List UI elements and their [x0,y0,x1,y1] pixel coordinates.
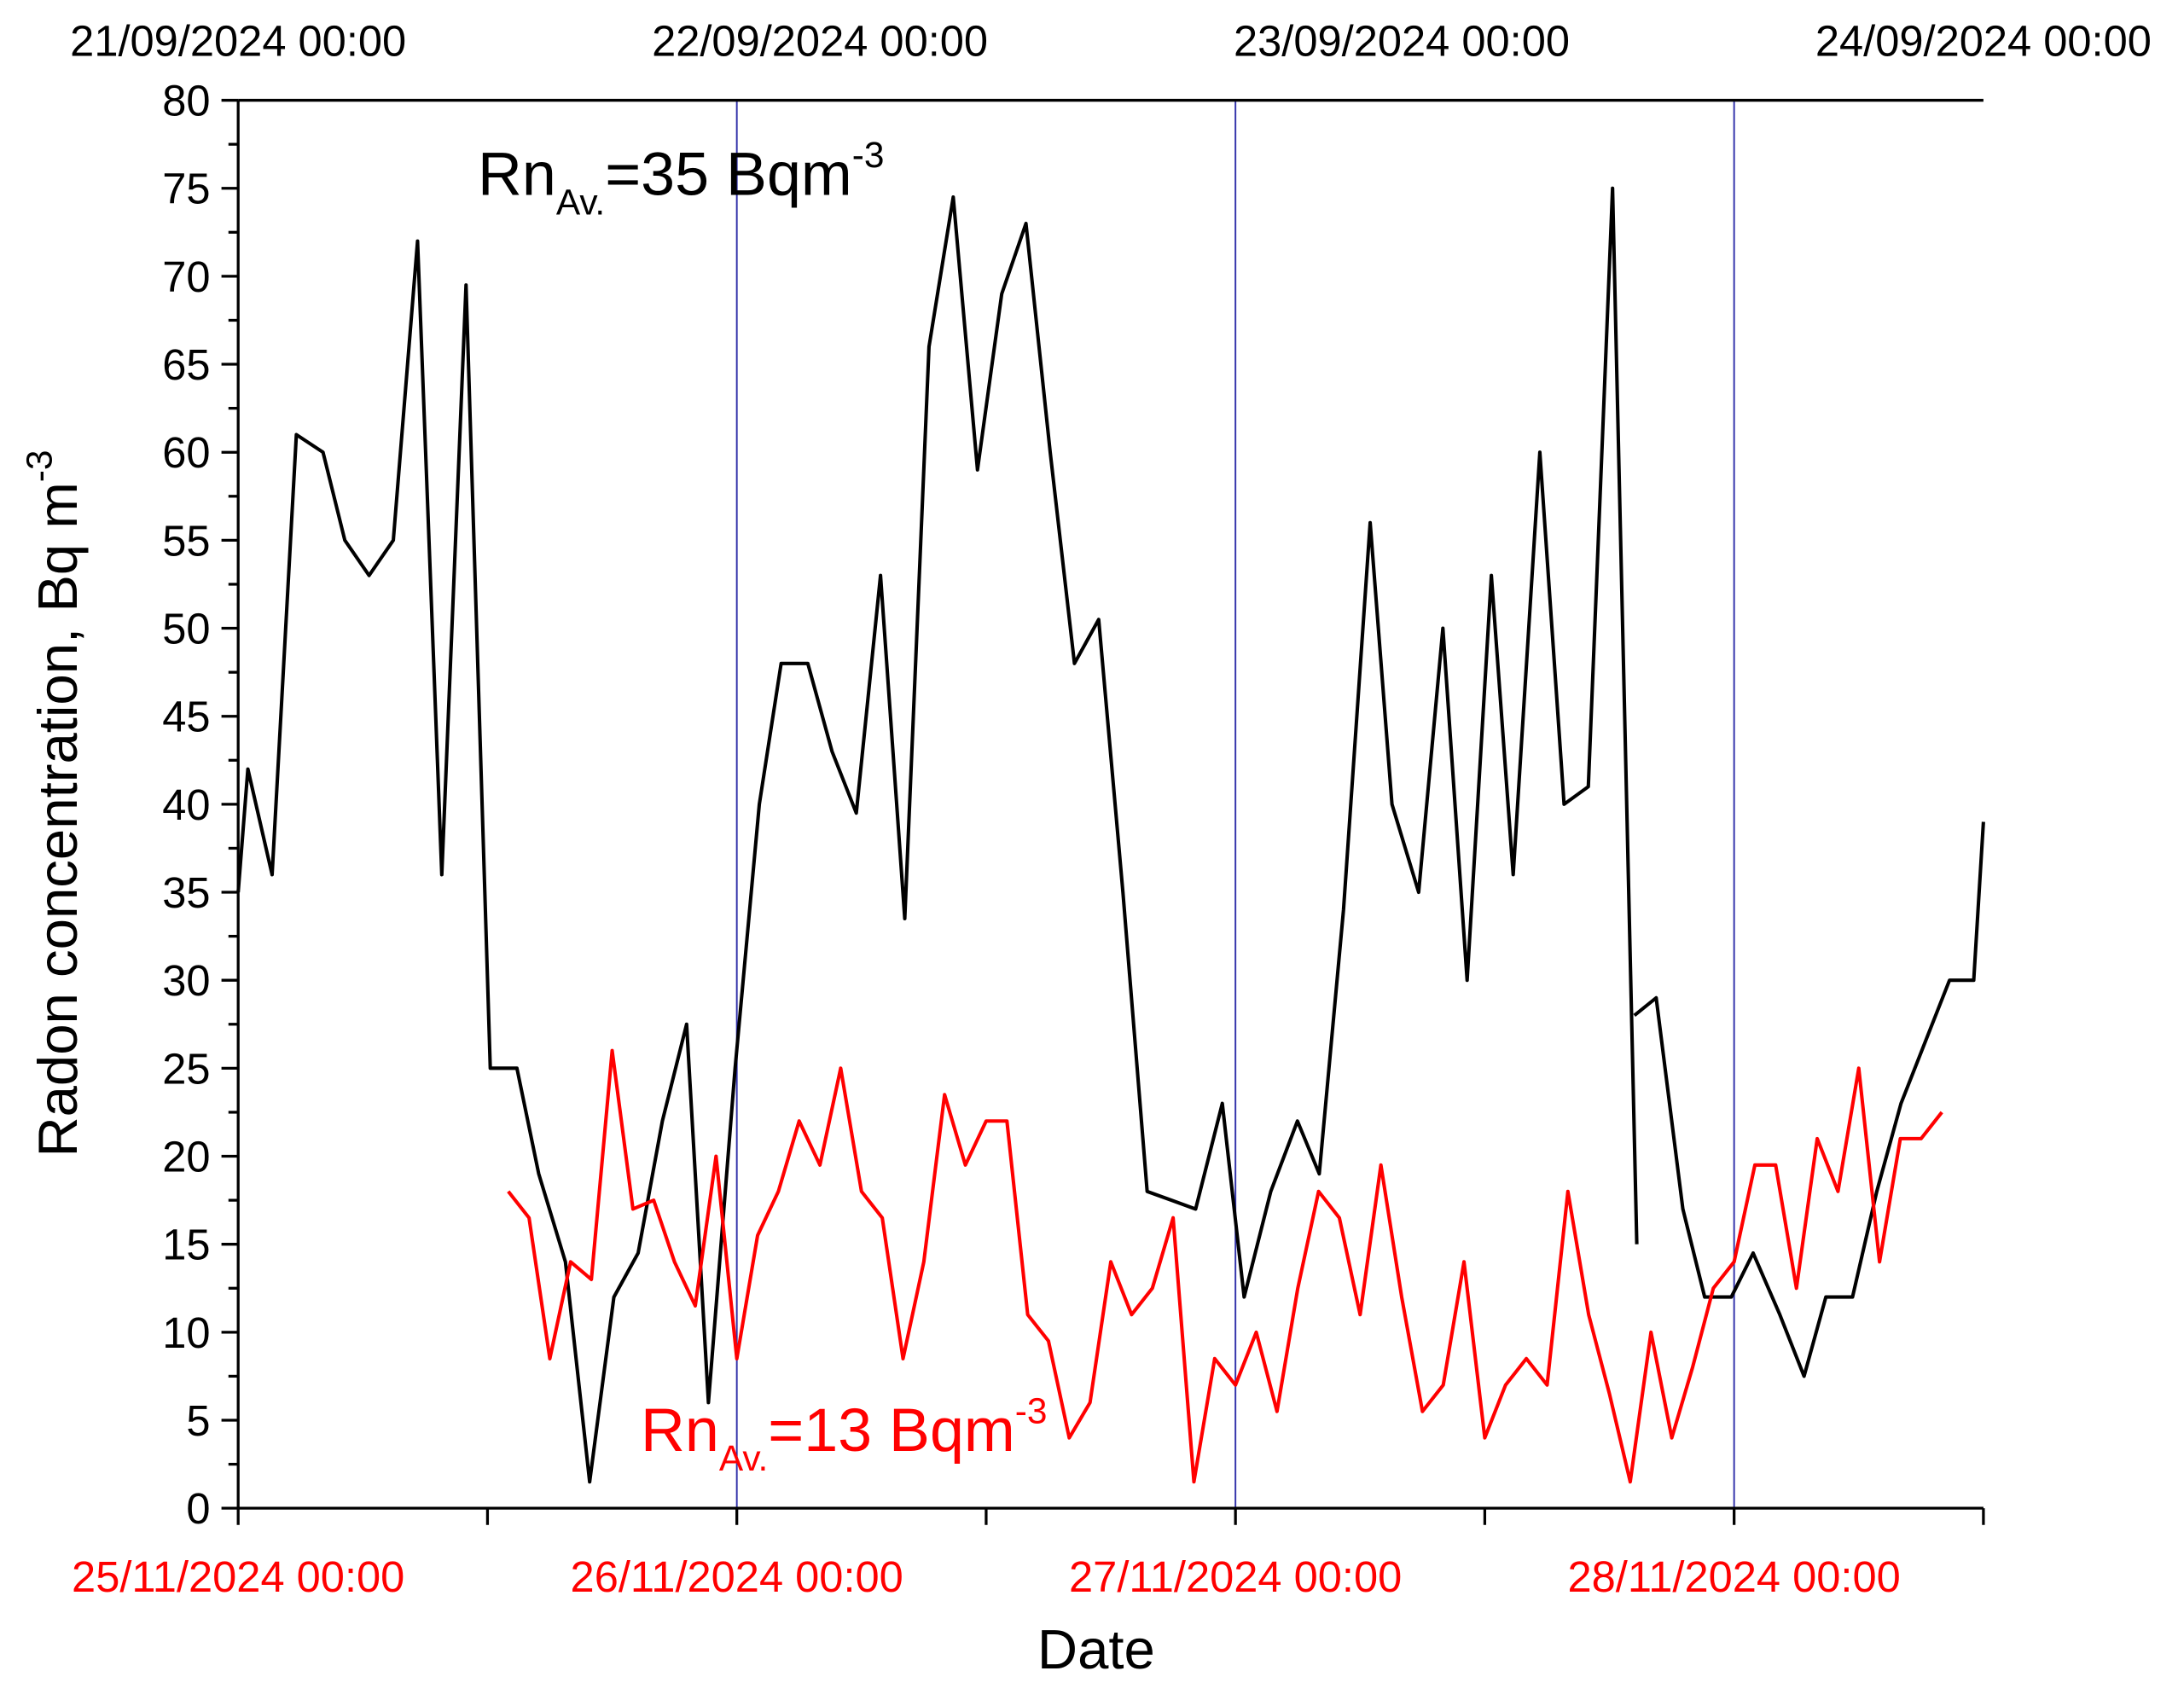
y-tick-label: 80 [162,77,210,125]
annotation-rest: =35 Bqm [605,141,851,209]
y-tick-label: 10 [162,1308,210,1357]
annotation-sub: Av. [719,1438,768,1478]
x-tick-label: 27/11/2024 00:00 [1069,1552,1402,1601]
annotation-sup: -3 [1015,1391,1048,1431]
y-tick-label: 30 [162,956,210,1005]
y-tick-label: 15 [162,1221,210,1269]
y-tick-label: 70 [162,252,210,301]
series-line [507,1048,1943,1484]
x2-tick-label: 23/09/2024 00:00 [1234,16,1570,65]
annotation-sub: Av. [556,182,605,222]
x2-tick-label: 21/09/2024 00:00 [70,16,406,65]
y-tick-label: 60 [162,428,210,477]
y-axis-title-sup: -3 [19,450,59,483]
x2-tick-label: 24/09/2024 00:00 [1815,16,2152,65]
y-axis-title-text: Radon concentration, Bq m [26,482,89,1157]
x-tick-label: 25/11/2024 00:00 [72,1552,404,1601]
annotation-text: Rn [478,141,556,209]
y-tick-label: 40 [162,780,210,829]
annotation-sup: -3 [852,135,885,175]
annotation: RnAv.=35 Bqm-3 [478,135,884,223]
y-tick-label: 5 [186,1396,210,1445]
y-tick-label: 45 [162,693,210,741]
x-axis-title: Date [1037,1618,1155,1680]
y-tick-label: 35 [162,868,210,917]
x2-tick-label: 22/09/2024 00:00 [652,16,988,65]
y-tick-label: 55 [162,516,210,565]
x-tick-label: 26/11/2024 00:00 [571,1552,903,1601]
series-line [236,186,1985,1484]
y-tick-label: 75 [162,165,210,213]
annotation: RnAv.=13 Bqm-3 [641,1391,1047,1479]
x-tick-label: 28/11/2024 00:00 [1568,1552,1901,1601]
annotation-rest: =13 Bqm [768,1396,1015,1465]
y-axis-title: Radon concentration, Bq m-3 [19,450,88,1158]
y-tick-label: 65 [162,340,210,389]
y-tick-label: 20 [162,1132,210,1181]
y-tick-label: 25 [162,1044,210,1093]
y-tick-label: 50 [162,605,210,653]
y-tick-label: 0 [186,1484,210,1533]
annotation-text: Rn [641,1396,719,1465]
